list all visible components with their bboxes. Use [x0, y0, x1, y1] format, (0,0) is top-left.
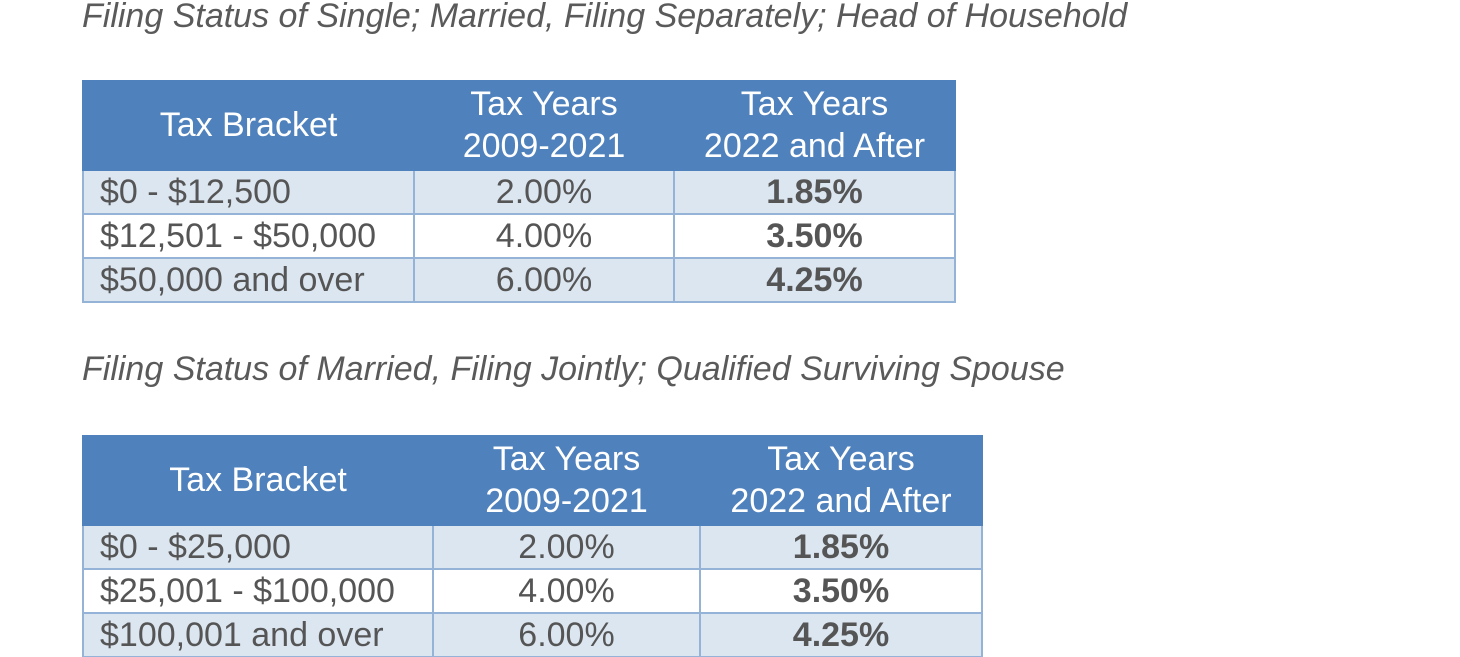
- header-line: Tax Years: [492, 440, 641, 478]
- header-tax-bracket: Tax Bracket: [82, 80, 415, 171]
- table-2-caption: Filing Status of Married, Filing Jointly…: [82, 350, 1065, 388]
- header-line: 2022 and After: [730, 482, 952, 520]
- rate-2009-2021-cell: 6.00%: [432, 612, 701, 657]
- table-row: $0 - $25,000 2.00% 1.85%: [82, 524, 983, 570]
- tax-rate-table-single: Tax Bracket Tax Years 2009-2021 Tax Year…: [82, 80, 956, 303]
- header-line: Tax Years: [740, 85, 889, 123]
- rate-2022-after-cell: 3.50%: [673, 213, 956, 259]
- tax-rate-table-joint: Tax Bracket Tax Years 2009-2021 Tax Year…: [82, 435, 983, 657]
- header-tax-years-2022-after: Tax Years 2022 and After: [699, 435, 983, 526]
- header-tax-bracket: Tax Bracket: [82, 435, 434, 526]
- bracket-cell: $25,001 - $100,000: [82, 568, 434, 614]
- header-line: 2022 and After: [703, 127, 926, 165]
- bracket-cell: $12,501 - $50,000: [82, 213, 415, 259]
- header-line: Tax Years: [767, 440, 915, 478]
- header-line: 2009-2021: [462, 127, 626, 165]
- bracket-cell: $100,001 and over: [82, 612, 434, 657]
- header-line: 2009-2021: [485, 482, 648, 520]
- table-row: $0 - $12,500 2.00% 1.85%: [82, 169, 956, 215]
- table-row: $100,001 and over 6.00% 4.25%: [82, 612, 983, 657]
- header-line: Tax Years: [470, 85, 618, 123]
- rate-2022-after-cell: 4.25%: [699, 612, 983, 657]
- rate-2009-2021-cell: 4.00%: [413, 213, 675, 259]
- table-row: $12,501 - $50,000 4.00% 3.50%: [82, 213, 956, 259]
- table-1-caption: Filing Status of Single; Married, Filing…: [82, 0, 1128, 35]
- header-tax-years-2022-after: Tax Years 2022 and After: [673, 80, 956, 171]
- rate-2022-after-cell: 1.85%: [673, 169, 956, 215]
- bracket-cell: $50,000 and over: [82, 257, 415, 303]
- table-row: $25,001 - $100,000 4.00% 3.50%: [82, 568, 983, 614]
- header-tax-years-2009-2021: Tax Years 2009-2021: [432, 435, 701, 526]
- rate-2009-2021-cell: 4.00%: [432, 568, 701, 614]
- rate-2022-after-cell: 3.50%: [699, 568, 983, 614]
- header-tax-years-2009-2021: Tax Years 2009-2021: [413, 80, 675, 171]
- rate-2009-2021-cell: 6.00%: [413, 257, 675, 303]
- rate-2022-after-cell: 4.25%: [673, 257, 956, 303]
- rate-2022-after-cell: 1.85%: [699, 524, 983, 570]
- bracket-cell: $0 - $12,500: [82, 169, 415, 215]
- rate-2009-2021-cell: 2.00%: [432, 524, 701, 570]
- rate-2009-2021-cell: 2.00%: [413, 169, 675, 215]
- table-row: $50,000 and over 6.00% 4.25%: [82, 257, 956, 303]
- table-header-row: Tax Bracket Tax Years 2009-2021 Tax Year…: [82, 435, 983, 526]
- table-header-row: Tax Bracket Tax Years 2009-2021 Tax Year…: [82, 80, 956, 171]
- bracket-cell: $0 - $25,000: [82, 524, 434, 570]
